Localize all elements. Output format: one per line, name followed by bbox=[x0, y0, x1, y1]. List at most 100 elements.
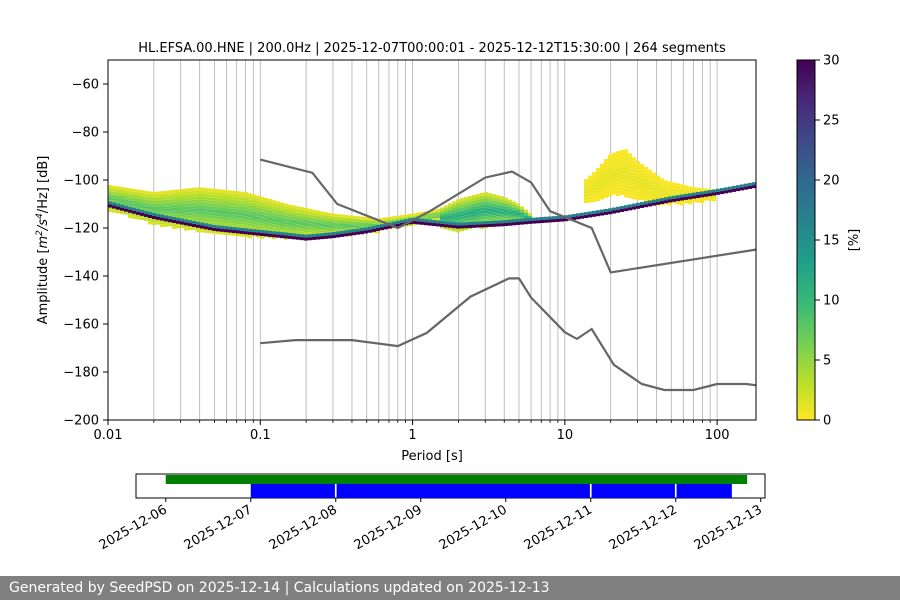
density-cell bbox=[224, 231, 228, 235]
density-cell bbox=[176, 210, 180, 214]
density-cell bbox=[300, 231, 304, 235]
density-cell bbox=[188, 194, 192, 198]
density-cell bbox=[604, 194, 608, 198]
density-cell bbox=[440, 210, 444, 214]
density-cell bbox=[200, 211, 204, 215]
density-cell bbox=[452, 219, 456, 223]
density-cell bbox=[284, 232, 288, 236]
density-cell bbox=[220, 204, 224, 208]
density-cell bbox=[228, 232, 232, 236]
density-cell bbox=[256, 222, 260, 226]
timeline-tick-label: 2025-12-06 bbox=[97, 502, 170, 553]
density-cell bbox=[648, 178, 652, 182]
density-cell bbox=[464, 203, 468, 207]
density-cell bbox=[444, 205, 448, 209]
density-cell bbox=[624, 170, 628, 174]
mode-cell bbox=[688, 196, 692, 200]
density-cell bbox=[648, 196, 652, 200]
density-cell bbox=[492, 206, 496, 210]
density-cell bbox=[668, 184, 672, 188]
density-cell bbox=[608, 163, 612, 167]
density-cell bbox=[452, 201, 456, 205]
density-cell bbox=[228, 205, 232, 209]
density-cell bbox=[680, 184, 684, 188]
density-cell bbox=[668, 196, 672, 200]
density-cell bbox=[736, 185, 740, 189]
density-cell bbox=[584, 179, 588, 183]
mode-cell bbox=[192, 223, 196, 227]
density-cell bbox=[284, 212, 288, 216]
density-cell bbox=[612, 191, 616, 195]
y-tick-label: −80 bbox=[72, 126, 99, 141]
density-cell bbox=[260, 217, 264, 221]
density-cell bbox=[168, 223, 172, 227]
mode-cell bbox=[416, 221, 420, 225]
mode-cell bbox=[660, 201, 664, 205]
density-cell bbox=[620, 164, 624, 168]
mode-cell bbox=[292, 236, 296, 240]
density-cell bbox=[260, 214, 264, 218]
density-cell bbox=[236, 200, 240, 204]
density-cell bbox=[364, 217, 368, 221]
mode-cell bbox=[468, 224, 472, 228]
density-cell bbox=[324, 230, 328, 234]
density-cell bbox=[176, 222, 180, 226]
density-cell bbox=[164, 205, 168, 209]
density-cell bbox=[204, 208, 208, 212]
density-cell bbox=[316, 233, 320, 237]
density-cell bbox=[632, 181, 636, 185]
mode-cell bbox=[356, 231, 360, 235]
density-cell bbox=[408, 218, 412, 222]
density-cell bbox=[624, 167, 628, 171]
density-cell bbox=[636, 202, 640, 206]
density-cell bbox=[344, 226, 348, 230]
density-cell bbox=[236, 203, 240, 207]
used-segment-bar bbox=[591, 484, 675, 498]
density-cell bbox=[288, 216, 292, 220]
density-cell bbox=[160, 212, 164, 216]
density-cell bbox=[352, 218, 356, 222]
density-cell bbox=[124, 193, 128, 197]
density-cell bbox=[412, 216, 416, 220]
density-cell bbox=[480, 210, 484, 214]
density-cell bbox=[312, 224, 316, 228]
density-cell bbox=[296, 227, 300, 231]
density-cell bbox=[500, 199, 504, 203]
density-cell bbox=[600, 178, 604, 182]
mode-cell bbox=[196, 224, 200, 228]
density-cell bbox=[228, 217, 232, 221]
density-cell bbox=[392, 216, 396, 220]
density-cell bbox=[480, 195, 484, 199]
density-cell bbox=[448, 221, 452, 225]
density-cell bbox=[668, 190, 672, 194]
mode-cell bbox=[312, 236, 316, 240]
density-cell bbox=[328, 227, 332, 231]
density-cell bbox=[152, 203, 156, 207]
density-cell bbox=[296, 233, 300, 237]
density-cell bbox=[284, 215, 288, 219]
density-cell bbox=[240, 209, 244, 213]
density-cell bbox=[432, 212, 436, 216]
density-cell bbox=[624, 182, 628, 186]
density-cell bbox=[176, 195, 180, 199]
density-cell bbox=[156, 197, 160, 201]
density-cell bbox=[460, 210, 464, 214]
density-cell bbox=[432, 209, 436, 213]
density-cell bbox=[144, 205, 148, 209]
density-cell bbox=[468, 217, 472, 221]
density-cell bbox=[240, 191, 244, 195]
mode-cell bbox=[504, 223, 508, 227]
density-cell bbox=[464, 215, 468, 219]
density-cell bbox=[628, 156, 632, 160]
density-cell bbox=[484, 198, 488, 202]
density-cell bbox=[252, 200, 256, 204]
density-cell bbox=[752, 182, 756, 186]
density-cell bbox=[248, 199, 252, 203]
noise-model-low-line bbox=[260, 277, 756, 392]
density-cell bbox=[588, 193, 592, 197]
density-cell bbox=[640, 176, 644, 180]
density-cell bbox=[388, 216, 392, 220]
density-cell bbox=[584, 185, 588, 189]
density-cell bbox=[592, 199, 596, 203]
density-cell bbox=[352, 215, 356, 219]
